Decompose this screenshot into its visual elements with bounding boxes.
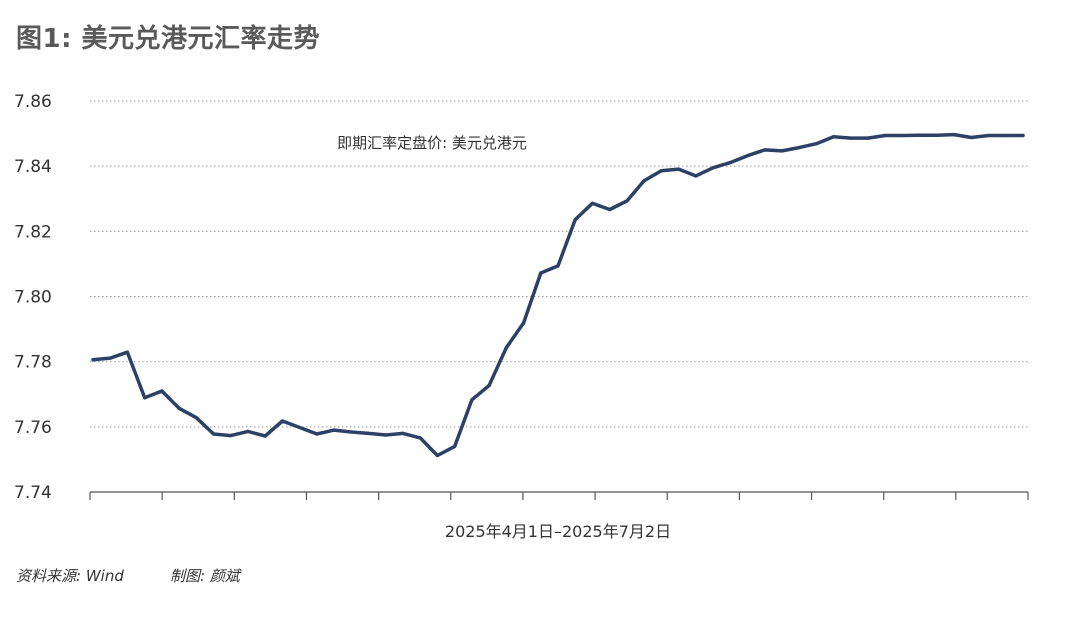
gridlines: [90, 100, 1028, 428]
data-point: [539, 271, 543, 275]
data-point: [642, 179, 646, 183]
y-tick-label: 7.74: [14, 483, 52, 503]
data-point: [573, 218, 577, 222]
data-point: [453, 444, 457, 448]
data-point: [1004, 133, 1008, 138]
data-point: [125, 350, 129, 354]
data-point: [866, 136, 870, 140]
y-tick-label: 7.86: [14, 92, 52, 112]
y-tick-label: 7.82: [14, 222, 52, 242]
data-point: [435, 453, 439, 458]
data-point: [935, 133, 939, 137]
y-axis-tick-labels: 7.74 7.76 7.78 7.80 7.82 7.84 7.86: [14, 92, 52, 503]
data-point: [280, 419, 284, 423]
data-point: [797, 146, 801, 150]
data-point: [349, 430, 353, 434]
y-tick-label: 7.76: [14, 418, 52, 438]
series-line: [91, 132, 1025, 458]
data-point: [212, 432, 216, 436]
data-point: [849, 136, 853, 140]
x-axis-label: 2025年4月1日–2025年7月2日: [445, 522, 671, 541]
data-point: [659, 169, 663, 173]
data-point: [143, 396, 147, 400]
data-point: [763, 148, 767, 152]
data-point: [177, 406, 181, 410]
data-point: [987, 133, 991, 138]
data-point: [745, 154, 750, 158]
data-point: [418, 436, 422, 440]
data-point: [728, 161, 732, 165]
data-point: [246, 429, 250, 433]
data-point: [487, 383, 491, 388]
data-point: [556, 264, 560, 268]
data-point: [711, 166, 715, 170]
data-point: [298, 425, 302, 430]
data-point: [590, 201, 595, 205]
source-note: 资料来源: Wind: [16, 567, 124, 585]
data-point: [780, 149, 784, 153]
data-point: [625, 199, 629, 203]
y-tick-label: 7.80: [14, 288, 52, 308]
y-tick-label: 7.78: [14, 353, 52, 373]
figure-title: 图1: 美元兑港元汇率走势: [16, 24, 321, 54]
data-point: [108, 356, 112, 360]
data-point: [1021, 133, 1025, 138]
data-point: [677, 167, 681, 171]
x-axis: [89, 491, 1029, 500]
data-point: [522, 321, 526, 325]
data-point: [832, 135, 836, 139]
data-point: [504, 346, 508, 350]
data-point: [470, 398, 474, 402]
data-point: [883, 133, 887, 138]
data-point: [263, 434, 267, 438]
data-point: [900, 133, 905, 138]
legend-series-label: 即期汇率定盘价: 美元兑港元: [337, 134, 527, 152]
data-point: [969, 135, 973, 140]
data-point: [332, 428, 336, 432]
data-point: [918, 133, 922, 137]
data-point: [952, 133, 956, 137]
data-point: [91, 358, 95, 362]
data-point: [608, 207, 612, 212]
data-points: [91, 133, 1025, 458]
data-point: [367, 431, 371, 435]
data-point: [384, 433, 388, 437]
data-point: [194, 416, 198, 420]
data-point: [160, 389, 164, 393]
y-tick-label: 7.84: [14, 157, 52, 177]
data-point: [814, 142, 818, 146]
data-point: [694, 174, 698, 178]
data-point: [229, 434, 233, 438]
author-note: 制图: 颜斌: [170, 567, 240, 585]
data-point: [315, 432, 319, 436]
data-point: [401, 431, 405, 435]
